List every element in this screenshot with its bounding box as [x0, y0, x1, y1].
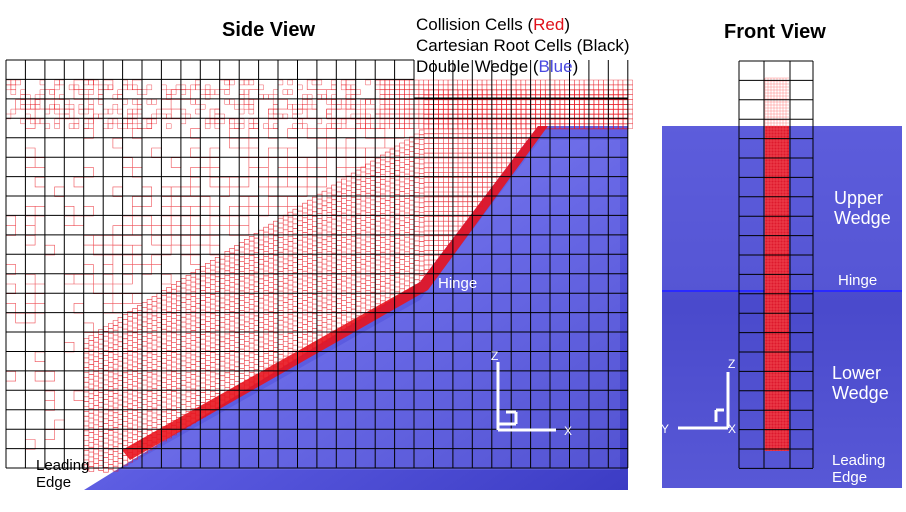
- side-x-axis-label: X: [564, 424, 572, 438]
- legend: Collision Cells (Red) Cartesian Root Cel…: [416, 15, 630, 76]
- front-view-title: Front View: [724, 21, 826, 43]
- front-upper-wedge-label-2: Wedge: [834, 208, 891, 228]
- front-lower-wedge-label-2: Wedge: [832, 383, 889, 403]
- front-leading-edge-label-1: Leading: [832, 452, 885, 469]
- front-collision-fine-grid: [764, 77, 789, 451]
- legend-collision: Collision Cells (Red): [416, 15, 570, 34]
- side-view-title: Side View: [222, 19, 315, 41]
- legend-cartesian: Cartesian Root Cells (Black): [416, 36, 630, 55]
- side-wedge-highlight: [120, 140, 620, 470]
- side-leading-edge-label-2: Edge: [36, 474, 71, 491]
- side-z-axis-label: Z: [491, 349, 498, 363]
- front-lower-wedge-label-1: Lower: [832, 363, 881, 383]
- side-cartesian-root-grid: [5, 59, 629, 469]
- front-hinge-label: Hinge: [838, 272, 877, 289]
- front-axes-glyph: Z Y X: [661, 357, 736, 436]
- front-view-panel: Front View Upper Wedge Hinge Lower Wedge…: [661, 21, 902, 488]
- side-hinge-label: Hinge: [438, 275, 477, 292]
- side-leading-edge-label-1: Leading: [36, 457, 89, 474]
- side-root-grid-lines: [5, 59, 629, 469]
- side-surface-collision-band: [122, 126, 548, 460]
- front-root-grid-lines: [738, 60, 814, 469]
- front-leading-edge-label-2: Edge: [832, 469, 867, 486]
- front-z-axis-label: Z: [728, 357, 735, 371]
- side-top-collision-cells: [5, 79, 633, 129]
- side-axes-glyph: Z X: [491, 349, 572, 438]
- front-upper-wedge-label-1: Upper: [834, 188, 883, 208]
- front-cartesian-root-grid: [738, 60, 814, 469]
- front-x-axis-label: X: [728, 422, 736, 436]
- legend-wedge: Double Wedge (Blue): [416, 57, 578, 76]
- front-collision-cells: [764, 77, 789, 451]
- side-view-panel: Side View Hinge Leading Edge Z X: [5, 19, 633, 491]
- front-y-axis-label: Y: [661, 422, 669, 436]
